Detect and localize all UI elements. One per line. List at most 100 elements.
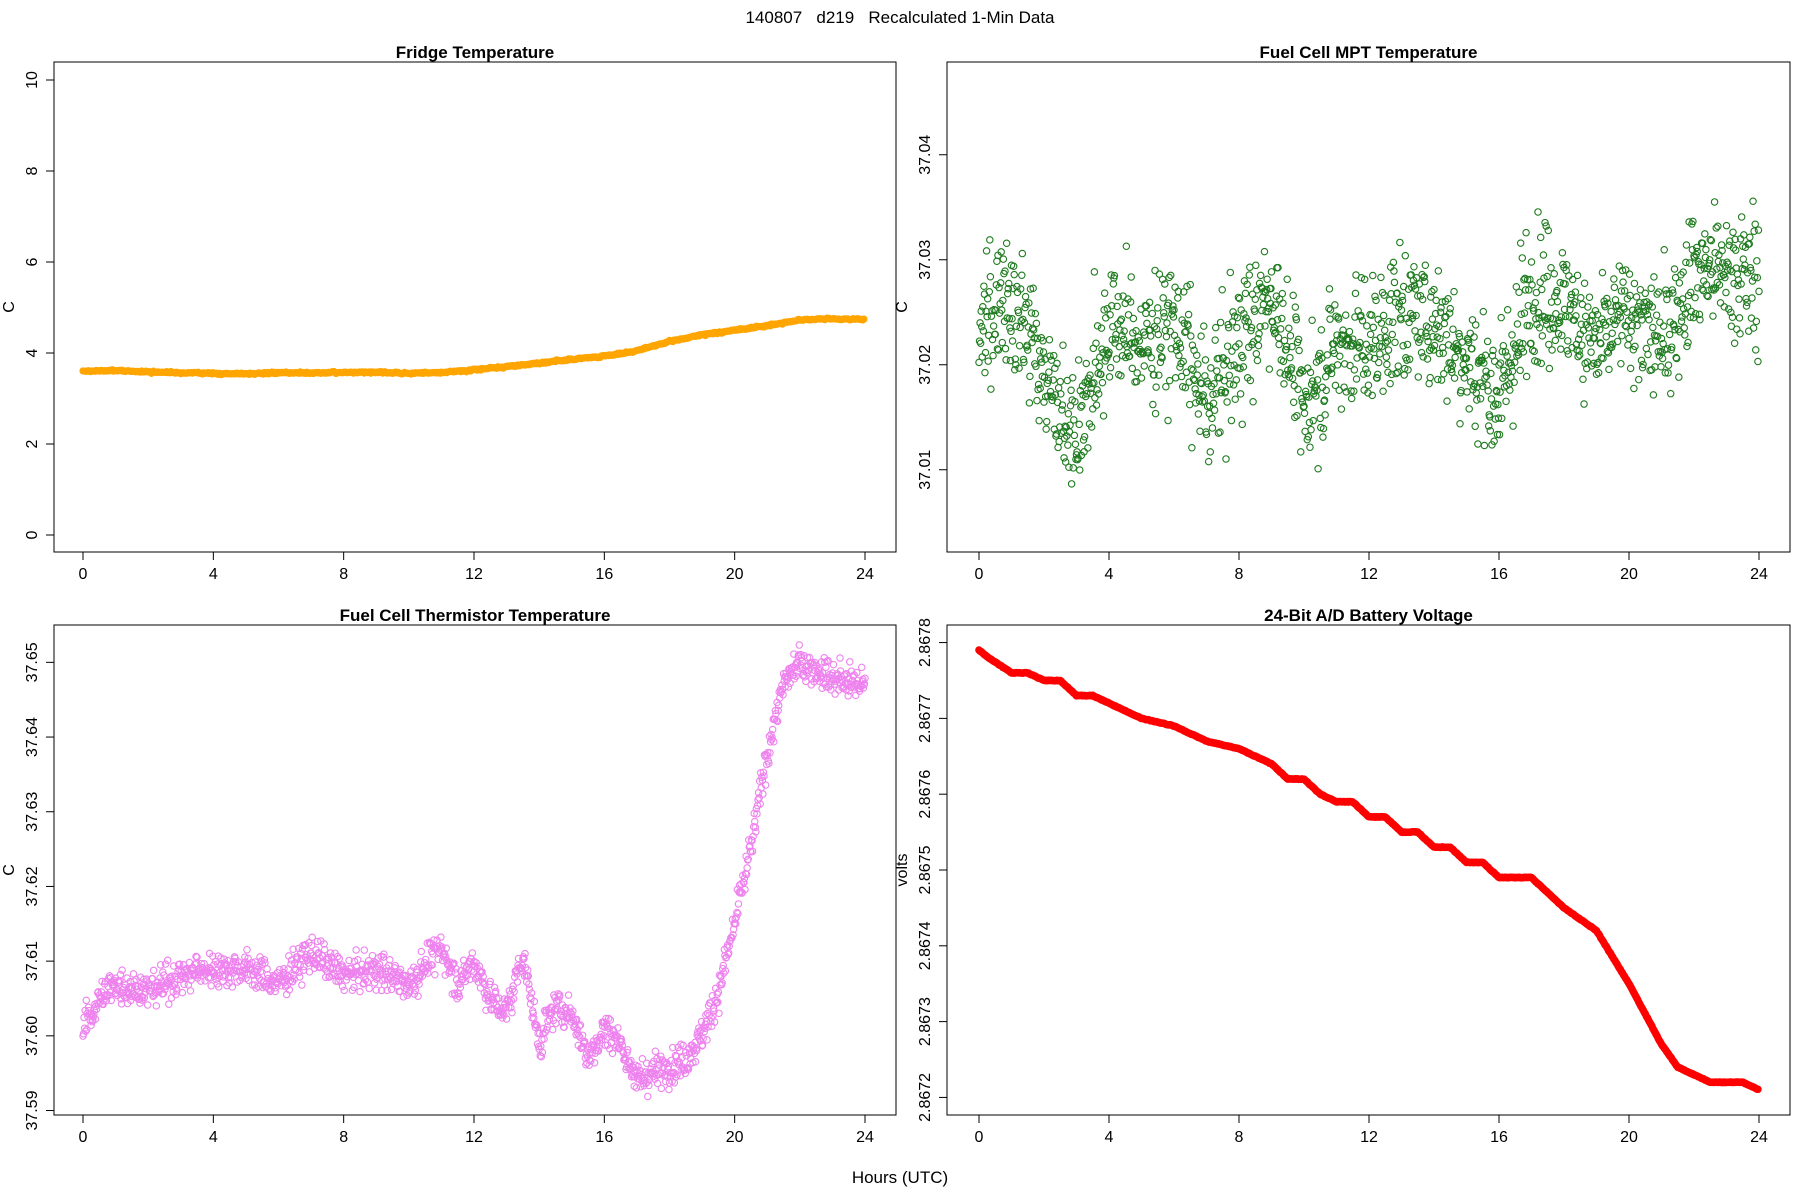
data-point — [1411, 285, 1420, 293]
data-point — [1705, 256, 1714, 264]
data-point — [1571, 288, 1580, 296]
data-point — [1280, 336, 1289, 345]
data-point — [1212, 389, 1221, 398]
data-point — [1029, 284, 1037, 292]
data-point — [1122, 242, 1131, 250]
data-point — [1591, 307, 1600, 315]
data-point — [1258, 306, 1266, 315]
data-point — [1602, 333, 1611, 341]
data-point — [1350, 366, 1359, 374]
data-point — [1090, 379, 1098, 387]
data-point — [1208, 414, 1216, 423]
data-point — [1252, 261, 1260, 270]
data-point — [1722, 221, 1731, 230]
data-point — [1587, 362, 1596, 370]
data-point — [692, 1046, 701, 1055]
panel-3: Fuel Cell Thermistor Temperature 0 4 8 12 16 2… — [1, 606, 897, 1146]
data-point — [590, 1059, 599, 1067]
data-point — [197, 977, 205, 985]
data-point — [1089, 405, 1097, 413]
data-point — [1340, 383, 1348, 391]
data-point — [984, 331, 993, 340]
data-point — [1032, 362, 1040, 371]
data-point — [440, 949, 449, 958]
data-point — [1532, 315, 1540, 323]
data-point — [1106, 363, 1115, 372]
data-point — [980, 282, 988, 290]
data-point — [289, 945, 297, 954]
data-point — [256, 967, 265, 976]
data-point — [1201, 356, 1210, 364]
data-point — [442, 944, 451, 953]
data-point — [632, 1084, 641, 1092]
data-point — [1522, 372, 1531, 381]
data-point — [1003, 289, 1012, 298]
data-point — [186, 987, 195, 995]
data-point — [691, 1057, 700, 1066]
data-point — [572, 1015, 581, 1024]
data-point — [1030, 334, 1039, 342]
data-point — [1735, 314, 1744, 322]
panel-title: 24-Bit A/D Battery Voltage — [1264, 606, 1473, 625]
data-point — [1581, 312, 1590, 321]
data-point — [1680, 324, 1689, 332]
data-point — [383, 986, 391, 995]
data-point — [1084, 444, 1092, 452]
data-point — [167, 994, 176, 1002]
data-point — [1359, 370, 1368, 378]
data-point — [1153, 316, 1161, 325]
data-point — [996, 279, 1005, 287]
data-point — [1294, 385, 1302, 394]
data-point — [1494, 400, 1502, 409]
data-point — [1431, 309, 1440, 318]
data-point — [1544, 314, 1552, 322]
data-point — [748, 836, 756, 845]
data-point — [576, 1021, 585, 1029]
data-point — [1660, 246, 1668, 254]
data-point — [372, 986, 380, 994]
data-point — [1418, 295, 1427, 304]
data-point — [1187, 332, 1195, 340]
data-point — [1714, 257, 1723, 266]
data-point — [1189, 366, 1197, 374]
data-point — [509, 995, 518, 1003]
data-point — [1036, 384, 1044, 393]
data-point — [985, 288, 994, 296]
data-point — [1052, 430, 1061, 438]
data-point — [1082, 359, 1091, 368]
data-point — [859, 684, 868, 692]
data-point — [1715, 281, 1724, 289]
data-point — [1750, 227, 1758, 235]
y-tick-label: 2.8673 — [917, 997, 934, 1046]
data-point — [1045, 368, 1053, 376]
data-point — [575, 1022, 584, 1030]
data-point — [1747, 266, 1755, 275]
x-tick-label: 24 — [856, 1129, 874, 1146]
data-point — [684, 1065, 693, 1073]
data-point — [1075, 420, 1083, 429]
data-point — [102, 992, 110, 1001]
data-point — [1223, 342, 1232, 350]
data-point — [1710, 198, 1719, 206]
data-point — [81, 1027, 90, 1036]
data-point — [1067, 386, 1075, 395]
data-point — [1558, 249, 1567, 257]
data-point — [1313, 376, 1322, 384]
data-point — [1042, 425, 1050, 433]
data-point — [1196, 427, 1204, 435]
data-point — [1564, 350, 1573, 358]
data-point — [1746, 233, 1754, 242]
x-tick-label: 4 — [1105, 566, 1114, 583]
data-point — [1200, 397, 1209, 405]
data-point — [1427, 293, 1435, 301]
data-point — [1128, 339, 1136, 347]
data-point — [986, 236, 994, 244]
data-point — [1193, 351, 1201, 360]
data-point — [452, 964, 460, 973]
data-point — [1712, 224, 1720, 232]
data-point — [1580, 400, 1588, 408]
data-point — [1099, 412, 1108, 420]
data-point — [1006, 356, 1015, 365]
panel-2: Fuel Cell MPT Temperature 0 4 8 12 16 20 24 37.0… — [894, 43, 1791, 583]
data-point — [1002, 239, 1011, 247]
